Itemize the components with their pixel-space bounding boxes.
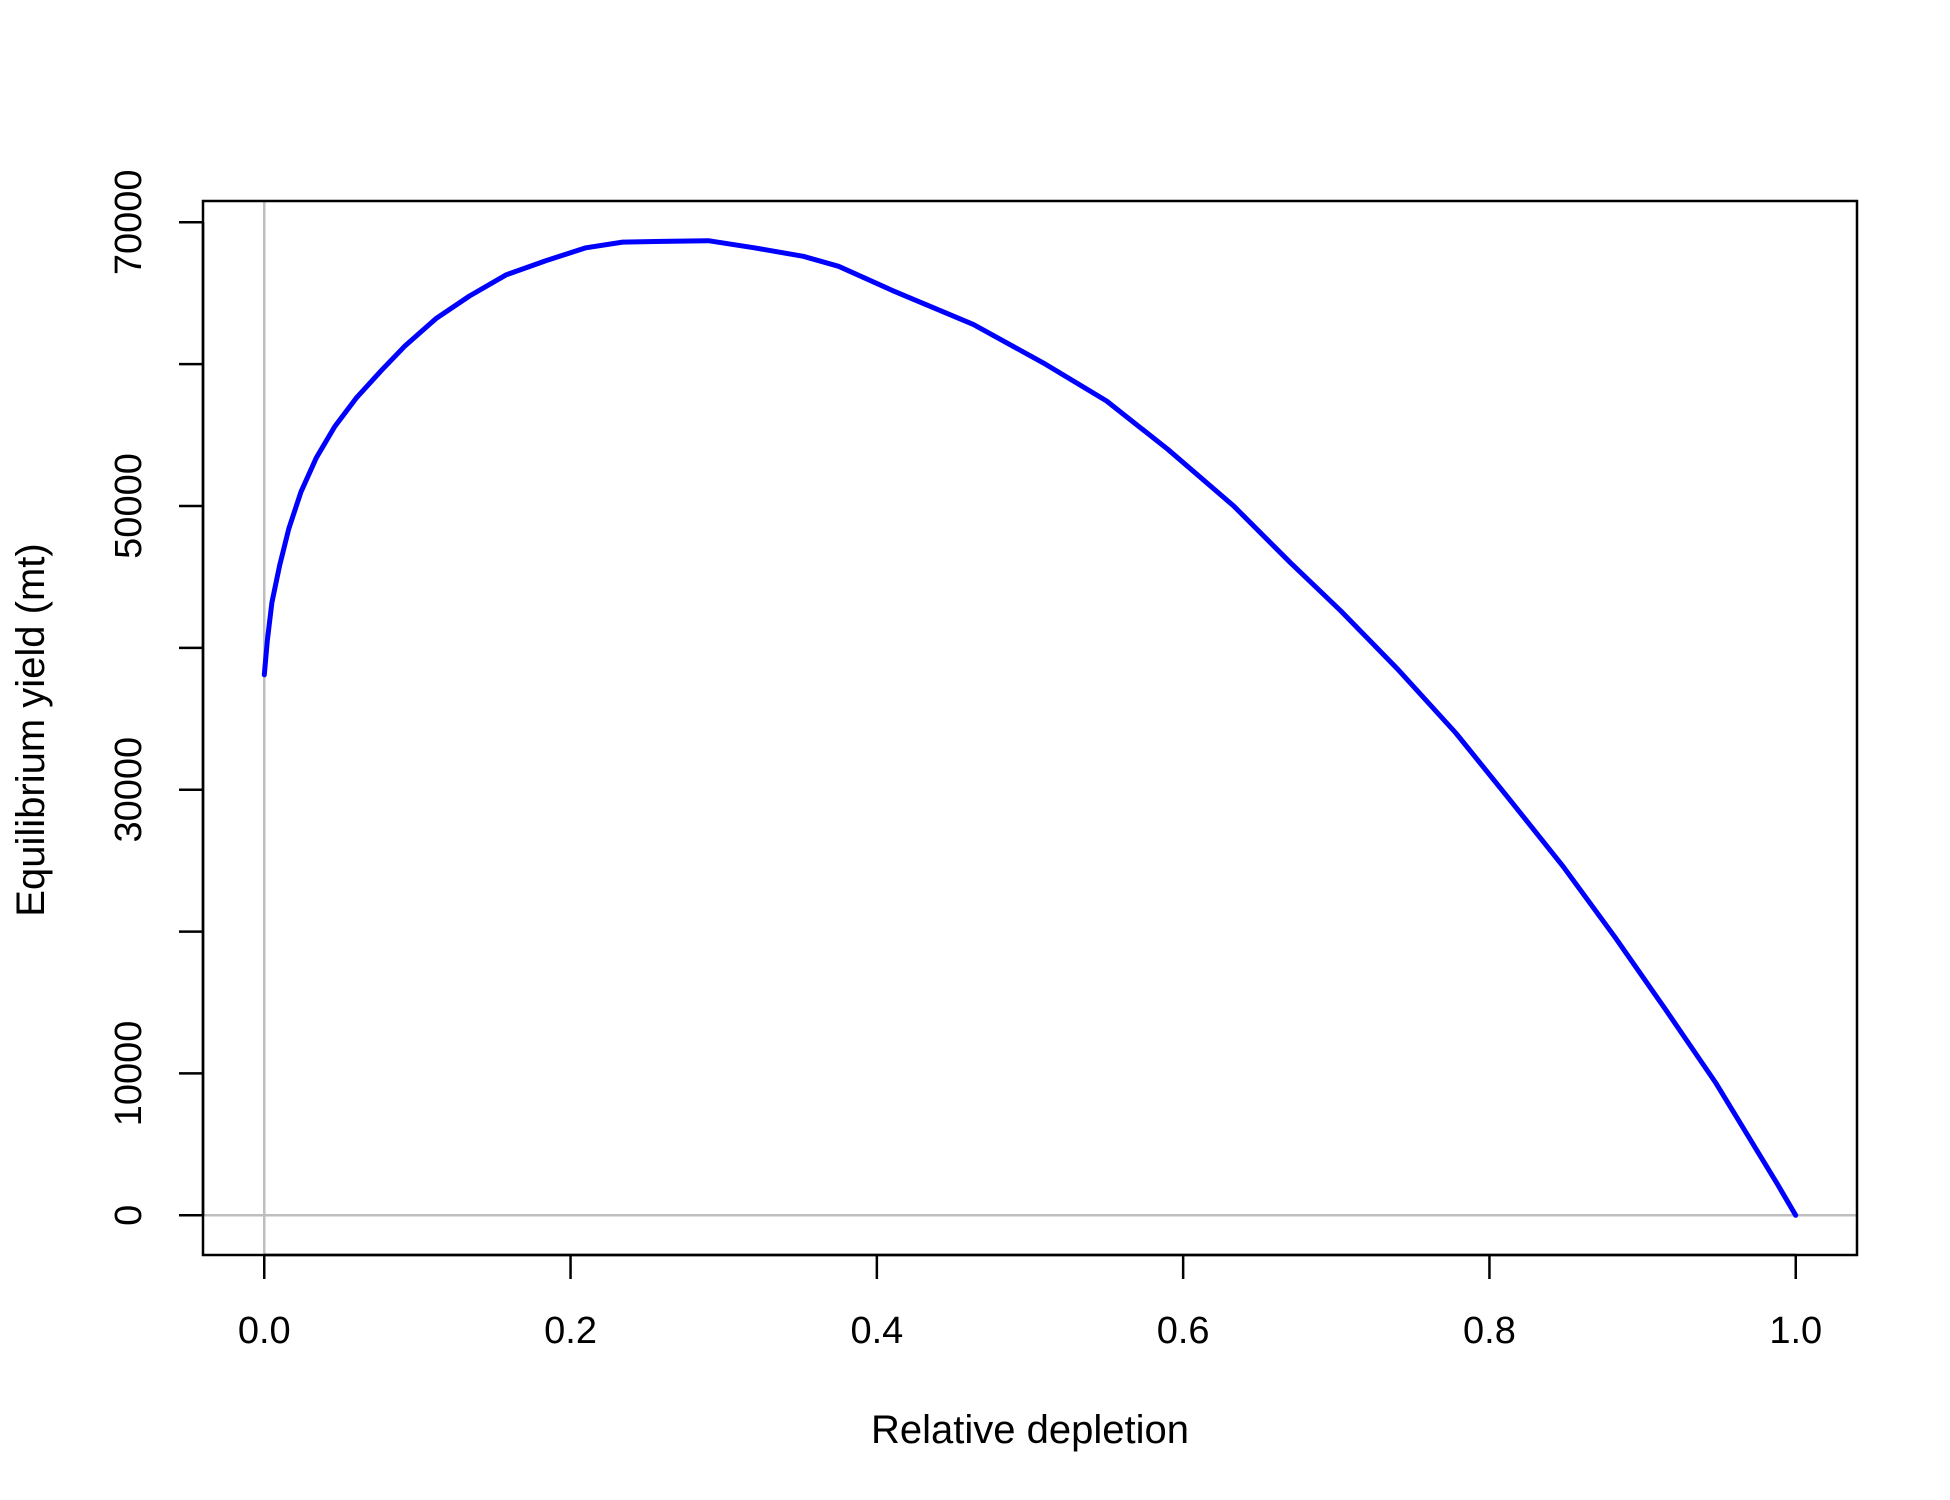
x-axis-title: Relative depletion [871, 1408, 1189, 1452]
y-tick-label: 70000 [108, 169, 150, 275]
x-tick-label: 0.2 [544, 1310, 597, 1352]
y-axis: 0 10000 30000 50000 70000 [108, 169, 205, 1226]
y-tick-label: 0 [108, 1205, 150, 1226]
y-tick-label: 50000 [108, 453, 150, 559]
x-tick-label: 0.4 [850, 1310, 903, 1352]
series-layer [261, 238, 1799, 1218]
x-tick-label: 0.0 [238, 1310, 291, 1352]
y-tick-label: 30000 [108, 737, 150, 843]
x-tick-label: 1.0 [1769, 1310, 1822, 1352]
reference-lines [203, 201, 1857, 1255]
x-tick-label: 0.6 [1157, 1310, 1210, 1352]
yield-curve-line [261, 238, 1799, 1218]
x-axis: 0.0 0.2 0.4 0.6 0.8 1.0 [238, 1253, 1822, 1352]
y-axis-title: Equilibrium yield (mt) [9, 543, 53, 916]
x-tick-label: 0.8 [1463, 1310, 1516, 1352]
y-tick-label: 10000 [108, 1021, 150, 1127]
